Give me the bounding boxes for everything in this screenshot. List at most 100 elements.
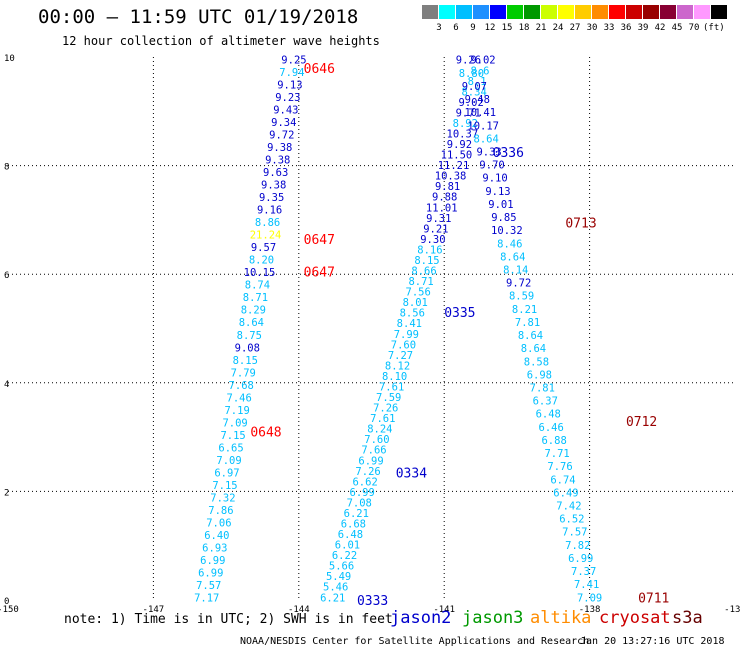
wave-height-value: 8.10: [382, 371, 407, 383]
pass-time-label: 0647: [304, 265, 335, 280]
wave-height-value: 6.99: [358, 455, 383, 467]
wave-height-value: 8.20: [249, 255, 274, 267]
wave-height-value: 11.21: [438, 160, 470, 172]
wave-height-value: 8.75: [237, 330, 262, 342]
wave-height-value: 7.09: [216, 455, 241, 467]
color-scale-label: 24: [552, 23, 564, 33]
generated-timestamp: Jan 20 13:27:16 UTC 2018: [580, 636, 725, 647]
wave-height-value: 11.01: [426, 202, 458, 214]
wave-height-value: 7.41: [574, 579, 599, 591]
wave-height-value: 8.29: [241, 305, 266, 317]
wave-height-value: 8.01: [403, 297, 428, 309]
footer-note: note: 1) Time is in UTC; 2) SWH is in fe…: [64, 612, 393, 627]
wave-height-value: 8.1: [468, 76, 487, 88]
color-swatch: [694, 5, 710, 19]
color-scale-label: 12: [484, 23, 496, 33]
color-swatch: [456, 5, 472, 19]
wave-height-value: 9.10: [482, 173, 507, 185]
wave-height-value: 10.17: [467, 120, 499, 132]
color-swatch: [575, 5, 591, 19]
wave-height-value: 9.30: [420, 234, 445, 246]
wave-height-value: 7.26: [373, 403, 398, 415]
wave-height-value: 7.09: [577, 592, 602, 604]
legend-jason3: jason3: [462, 608, 524, 628]
pass-time-label: 0336: [493, 146, 524, 161]
color-swatch: [422, 5, 438, 19]
wave-height-value: 9.21: [423, 223, 448, 235]
wave-height-value: 7.15: [212, 480, 237, 492]
wave-height-value: 9.23: [275, 92, 300, 104]
wave-height-value: 10.41: [464, 107, 496, 119]
pass-time-label: 0711: [638, 591, 669, 606]
wave-height-value: 9.71: [456, 107, 481, 119]
wave-height-value: 6.46: [539, 422, 564, 434]
color-swatch: [626, 5, 642, 19]
legend-altika: altika: [530, 608, 592, 628]
wave-height-value: 6.99: [200, 555, 225, 567]
wave-height-value: 7.66: [361, 445, 386, 457]
color-swatch: [541, 5, 557, 19]
wave-height-value: 9.33: [476, 146, 501, 158]
wave-height-value: 8.15: [414, 255, 439, 267]
wave-height-value: 9.72: [269, 130, 294, 142]
wave-height-value: 6.40: [204, 530, 229, 542]
wave-height-value: 6.93: [202, 542, 227, 554]
wave-height-value: 8.14: [503, 264, 528, 276]
wave-height-value: 8.64: [474, 133, 499, 145]
wave-height-value: 8.59: [509, 291, 534, 303]
wave-height-value: 7.42: [556, 501, 581, 513]
wave-height-value: 9.38: [265, 155, 290, 167]
wave-height-value: 6.98: [527, 369, 552, 381]
wave-height-value: 6.99: [198, 567, 223, 579]
wave-height-value: 8.24: [367, 424, 392, 436]
wave-height-value: 7.57: [562, 527, 587, 539]
wave-height-value: 8.71: [243, 292, 268, 304]
color-swatch: [592, 5, 608, 19]
wave-height-value: 7.26: [355, 466, 380, 478]
color-scale-label: 27: [569, 23, 581, 33]
wave-height-value: 9.13: [277, 80, 302, 92]
color-swatch: [524, 5, 540, 19]
wave-height-value: 6.49: [553, 487, 578, 499]
wave-height-value: 7.37: [571, 566, 596, 578]
wave-height-value: 7.86: [208, 505, 233, 517]
pass-time-label: 0713: [565, 217, 596, 232]
wave-height-value: 7.56: [406, 287, 431, 299]
color-swatch: [677, 5, 693, 19]
color-swatch: [507, 5, 523, 19]
wave-height-value: 9.13: [485, 186, 510, 198]
wave-height-value: 8.56: [400, 308, 425, 320]
legend-cryosat: cryosat: [599, 608, 671, 628]
pass-time-label: 0712: [626, 415, 657, 430]
wave-height-value: 6.22: [332, 550, 357, 562]
y-tick-label: 8: [4, 163, 9, 173]
color-scale-label: (ft): [703, 23, 725, 33]
wave-height-value: 7.46: [227, 392, 252, 404]
wave-height-value: 8.58: [524, 356, 549, 368]
wave-height-value: 7.19: [224, 405, 249, 417]
wave-height-value: 9.16: [257, 205, 282, 217]
y-tick-label: 10: [4, 54, 15, 64]
legend-jason2: jason2: [390, 608, 452, 628]
wave-height-value: 6.65: [218, 442, 243, 454]
wave-height-value: 6.37: [533, 396, 558, 408]
wave-height-value: 8.64: [521, 343, 546, 355]
color-scale-label: 15: [501, 23, 513, 33]
color-swatch: [558, 5, 574, 19]
color-scale-label: 30: [586, 23, 598, 33]
color-scale-label: 70: [688, 23, 700, 33]
wave-height-value: 9.01: [488, 199, 513, 211]
wave-height-value: 7.27: [388, 350, 413, 362]
chart-subtitle: 12 hour collection of altimeter wave hei…: [62, 34, 380, 48]
wave-height-value: 9.88: [432, 192, 457, 204]
wave-height-value: 7.94: [279, 67, 304, 79]
y-tick-label: 6: [4, 271, 9, 281]
wave-height-value: 9.38: [267, 142, 292, 154]
wave-height-value: 7.79: [231, 367, 256, 379]
x-tick-label: -144: [288, 605, 310, 615]
wave-height-value: 8.66: [411, 266, 436, 278]
wave-height-value: 21.24: [250, 230, 282, 242]
wave-height-value: 7.09: [222, 417, 247, 429]
pass-time-label: 0646: [304, 62, 335, 77]
